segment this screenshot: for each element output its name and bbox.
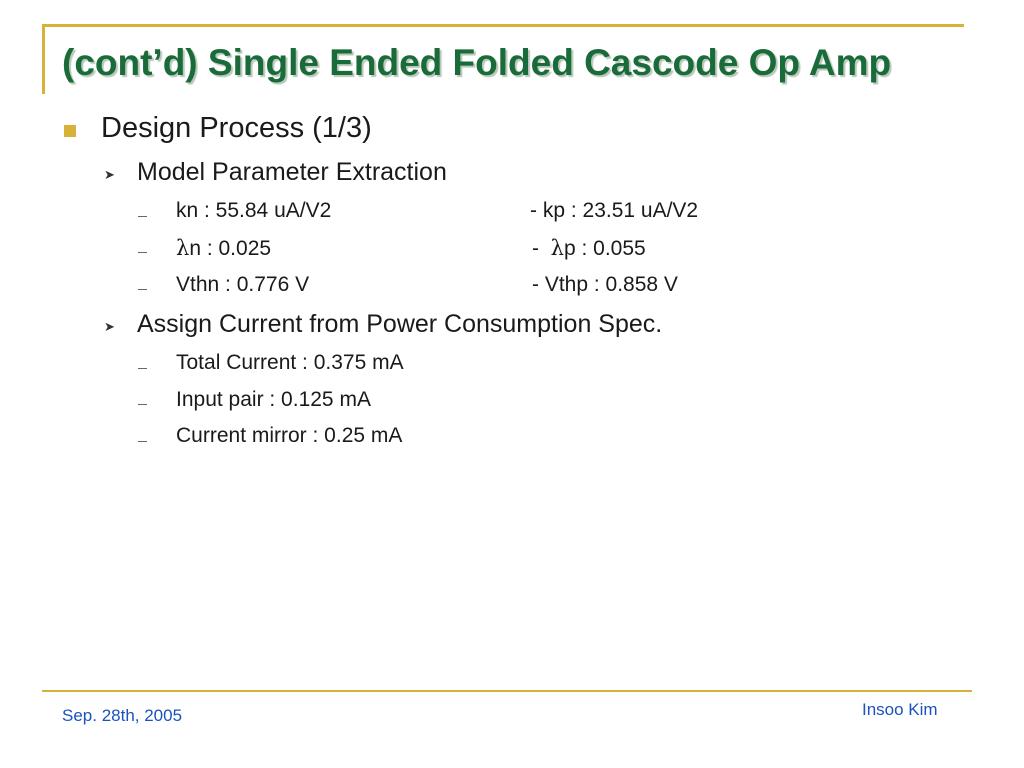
param-kp: - kp : 23.51 uA/V2 (530, 199, 699, 222)
param-kn: kn : 55.84 uA/V2 (176, 199, 332, 222)
total-current-item: Total Current : 0.375 mA (176, 351, 404, 374)
dash-bullet-icon (138, 368, 147, 369)
current-mirror-item: Current mirror : 0.25 mA (176, 424, 403, 447)
square-bullet-icon (64, 125, 76, 137)
arrowhead-bullet-icon: ➤ (104, 168, 115, 183)
dash-bullet-icon (138, 289, 147, 290)
arrowhead-bullet-icon: ➤ (104, 320, 115, 335)
param-lambda-n-value: n : 0.025 (189, 237, 272, 260)
footer-date: Sep. 28th, 2005 (62, 706, 183, 725)
assign-current-heading: Assign Current from Power Consumption Sp… (137, 310, 663, 338)
dash-bullet-icon (138, 252, 147, 253)
lambda-symbol: λ (176, 236, 190, 260)
footer-rule (42, 690, 972, 692)
dash-bullet-icon (138, 404, 147, 405)
model-parameter-heading: Model Parameter Extraction (137, 158, 447, 186)
title-frame-top-rule (42, 24, 964, 27)
param-lambda-p: - λp : 0.055 (532, 236, 646, 261)
param-lambda-p-dash: - (532, 237, 551, 260)
param-lambda-p-value: p : 0.055 (563, 237, 646, 260)
param-vthp: - Vthp : 0.858 V (532, 273, 678, 296)
slide-title: (cont’d) Single Ended Folded Cascode Op … (62, 42, 892, 83)
dash-bullet-icon (138, 216, 147, 217)
title-frame-left-rule (42, 24, 45, 94)
design-process-heading: Design Process (1/3) (101, 112, 372, 144)
param-vthn: Vthn : 0.776 V (176, 273, 310, 296)
input-pair-item: Input pair : 0.125 mA (176, 388, 371, 411)
dash-bullet-icon (138, 441, 147, 442)
footer-author: Insoo Kim (862, 700, 938, 719)
param-lambda-n: λn : 0.025 (176, 236, 271, 261)
lambda-symbol: λ (550, 236, 564, 260)
